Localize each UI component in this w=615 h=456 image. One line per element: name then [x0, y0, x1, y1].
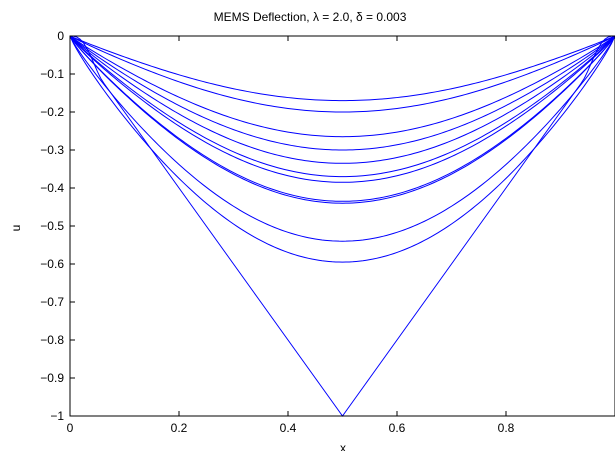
deflection-curve-8	[69, 35, 615, 202]
x-tick-label: 0	[67, 421, 74, 435]
chart-title: MEMS Deflection, λ = 2.0, δ = 0.003	[214, 10, 407, 24]
deflection-curve-1	[69, 35, 615, 102]
deflection-curve-11	[69, 35, 615, 263]
y-tick-label: −0.3	[40, 143, 64, 157]
y-tick-label: −0.8	[40, 333, 64, 347]
deflection-curve-9	[69, 35, 615, 204]
y-tick-label: −0.7	[40, 295, 64, 309]
y-tick-label: −0.1	[40, 67, 64, 81]
y-tick-label: −0.5	[40, 219, 64, 233]
y-axis-ticks: 0 −0.1 −0.2 −0.3 −0.4 −0.5 −0.6 −0.7 −0.8 −0.9 −1	[40, 29, 75, 423]
x-tick-label: 0.4	[280, 421, 297, 435]
y-tick-label: −1	[50, 409, 64, 423]
y-tick-label: −0.6	[40, 257, 64, 271]
x-axis-ticks: 0 0.2 0.4 0.6 0.8	[67, 36, 515, 435]
deflection-curve-5	[69, 35, 615, 164]
y-tick-label: −0.2	[40, 105, 64, 119]
deflection-curve-4	[69, 35, 615, 151]
x-tick-label: 0.6	[389, 421, 406, 435]
y-tick-label: −0.9	[40, 371, 64, 385]
deflection-curve-3	[69, 35, 615, 138]
y-tick-label: −0.4	[40, 181, 64, 195]
x-tick-label: 0.8	[498, 421, 515, 435]
deflection-curve-10	[69, 35, 615, 242]
deflection-curve-2	[69, 35, 615, 113]
deflection-curve-6	[69, 35, 615, 178]
y-tick-label: 0	[57, 29, 64, 43]
y-axis-label: u	[9, 225, 23, 232]
curves-group	[69, 35, 615, 417]
x-axis-label: x	[340, 441, 346, 451]
x-tick-label: 0.2	[171, 421, 188, 435]
deflection-curve-7	[69, 35, 615, 183]
